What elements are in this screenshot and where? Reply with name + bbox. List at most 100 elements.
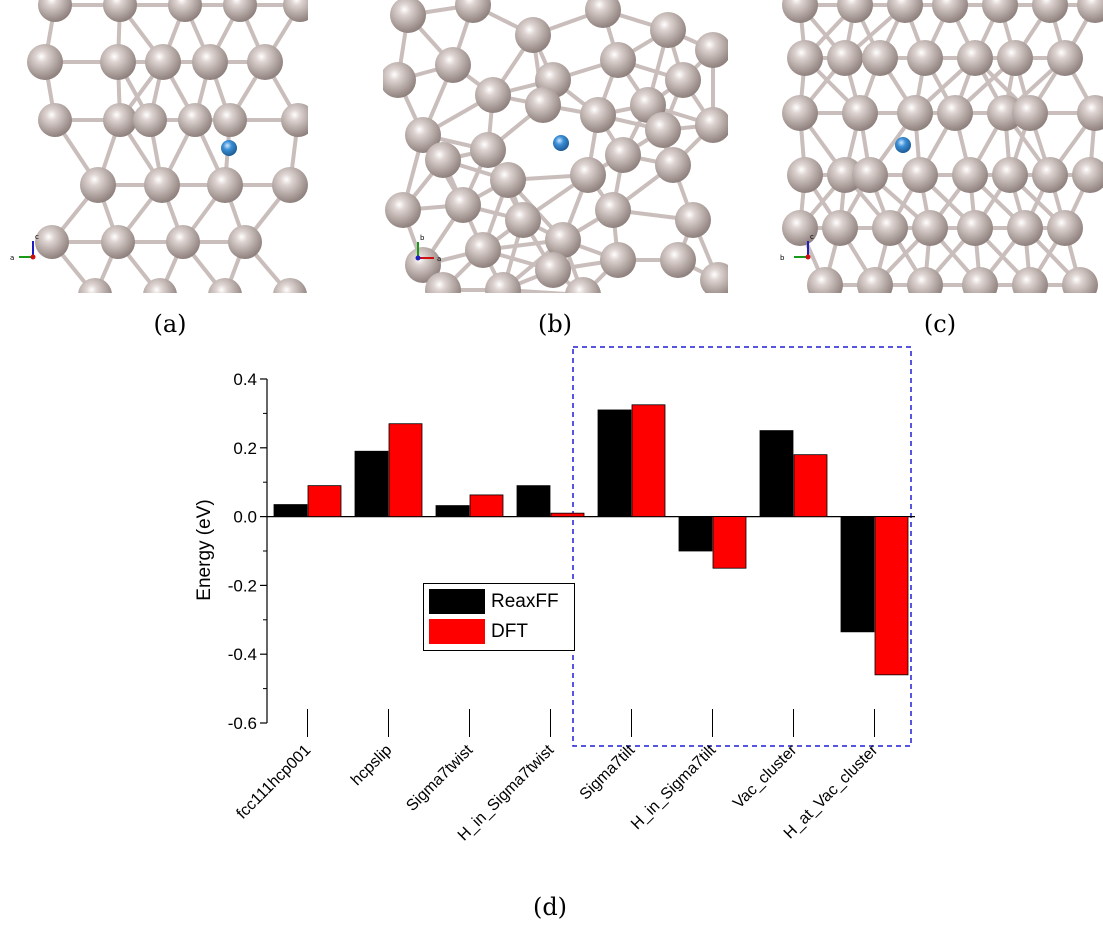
metal-atom xyxy=(655,147,691,183)
metal-atom xyxy=(283,0,308,22)
metal-atom xyxy=(80,167,116,203)
bar-dft-h_at_vac_cluster xyxy=(874,516,909,676)
x-tick-label: H_in_Sigma7tilt xyxy=(628,741,720,833)
metal-atom xyxy=(912,210,948,246)
metal-atom xyxy=(208,278,242,293)
metal-atom xyxy=(281,103,308,137)
metal-atom xyxy=(228,225,262,259)
metal-atom xyxy=(822,210,858,246)
metal-atom xyxy=(535,252,571,288)
legend-label-dft: DFT xyxy=(491,621,528,642)
metal-atom xyxy=(782,95,818,131)
metal-atom xyxy=(605,137,641,173)
metal-atom xyxy=(827,157,863,193)
legend-label-reaxff: ReaxFF xyxy=(491,591,559,612)
metal-atom xyxy=(1012,95,1048,131)
axis-label-vertical: c xyxy=(35,233,39,241)
metal-atom xyxy=(103,0,137,22)
metal-atom xyxy=(787,40,823,76)
bar-dft-h_in_sigma7twist xyxy=(550,512,585,517)
metal-atom xyxy=(872,210,908,246)
legend: ReaxFF DFT xyxy=(423,583,575,651)
x-tick-label: Sigma7twist xyxy=(403,741,476,814)
atom-layer xyxy=(782,0,1103,293)
metal-atom xyxy=(997,40,1033,76)
metal-atom xyxy=(1077,95,1103,131)
axis-label-vertical: c xyxy=(810,233,814,241)
axis-triad-icon: ab xyxy=(415,234,441,263)
metal-atom xyxy=(1047,40,1083,76)
metal-atom xyxy=(987,95,1023,131)
metal-atom xyxy=(27,44,63,80)
metal-atom xyxy=(695,107,728,143)
metal-atom xyxy=(837,0,873,23)
metal-atom xyxy=(852,157,888,193)
metal-atom xyxy=(782,210,818,246)
structure-image-b: ab xyxy=(383,0,728,293)
metal-atom xyxy=(100,44,136,80)
metal-atom xyxy=(38,0,72,22)
atom-layer xyxy=(383,0,728,293)
metal-atom xyxy=(192,44,228,80)
metal-atom xyxy=(465,232,501,268)
bar-dft-h_in_sigma7tilt xyxy=(712,516,747,569)
bar-reaxff-sigma7tilt xyxy=(597,409,632,517)
metal-atom xyxy=(1012,267,1048,293)
bar-dft-vac_cluster xyxy=(793,454,828,517)
metal-atom xyxy=(144,167,180,203)
metal-atom xyxy=(1072,157,1103,193)
metal-atom xyxy=(962,267,998,293)
legend-swatch-reaxff xyxy=(429,589,485,614)
metal-atom xyxy=(383,62,416,98)
metal-atom xyxy=(505,202,541,238)
metal-atom xyxy=(515,17,551,53)
metal-atom xyxy=(166,225,200,259)
metal-atom xyxy=(570,157,606,193)
hydrogen-atom xyxy=(895,137,911,153)
metal-atom xyxy=(827,40,863,76)
bar-dft-sigma7tilt xyxy=(631,404,666,517)
metal-atom xyxy=(842,95,878,131)
metal-atom xyxy=(887,0,923,23)
metal-atom xyxy=(272,167,308,203)
y-tick-label: -0.4 xyxy=(228,645,257,664)
metal-atom xyxy=(1032,157,1068,193)
metal-atom xyxy=(857,267,893,293)
metal-atom xyxy=(957,40,993,76)
metal-atom xyxy=(1007,210,1043,246)
y-axis-label: Energy (eV) xyxy=(194,499,215,600)
metal-atom xyxy=(580,97,616,133)
metal-atom xyxy=(957,210,993,246)
x-tick-label: fcc111hcp001 xyxy=(234,742,315,823)
metal-atom xyxy=(600,42,636,78)
metal-atom xyxy=(455,0,491,23)
metal-atom xyxy=(645,112,681,148)
y-tick-label: -0.6 xyxy=(228,714,257,733)
metal-atom xyxy=(38,103,72,137)
bar-reaxff-fcc111hcp001 xyxy=(273,504,308,517)
metal-atom xyxy=(1032,0,1068,23)
caption-b: (b) xyxy=(537,310,573,338)
metal-atom xyxy=(807,267,843,293)
axis-label-horizontal: b xyxy=(780,254,785,262)
metal-atom xyxy=(782,0,818,23)
y-tick-label: -0.2 xyxy=(228,576,257,595)
metal-atom xyxy=(405,247,441,283)
metal-atom xyxy=(700,262,728,293)
metal-atom xyxy=(545,222,581,258)
metal-atom xyxy=(247,44,283,80)
metal-atom xyxy=(650,12,686,48)
axis-label-horizontal: a xyxy=(10,254,14,262)
metal-atom xyxy=(660,242,696,278)
metal-atom xyxy=(787,157,823,193)
energy-bar-chart: 0.4 0.2 0.0 -0.2 -0.4 -0.6 fcc111hcp001 hcpslip… xyxy=(194,346,915,844)
metal-atom xyxy=(101,225,135,259)
metal-atom xyxy=(665,62,701,98)
structure-image-c: bc xyxy=(780,0,1103,293)
metal-atom xyxy=(425,272,461,293)
axis-label-vertical: b xyxy=(420,234,425,242)
metal-atom xyxy=(385,192,421,228)
